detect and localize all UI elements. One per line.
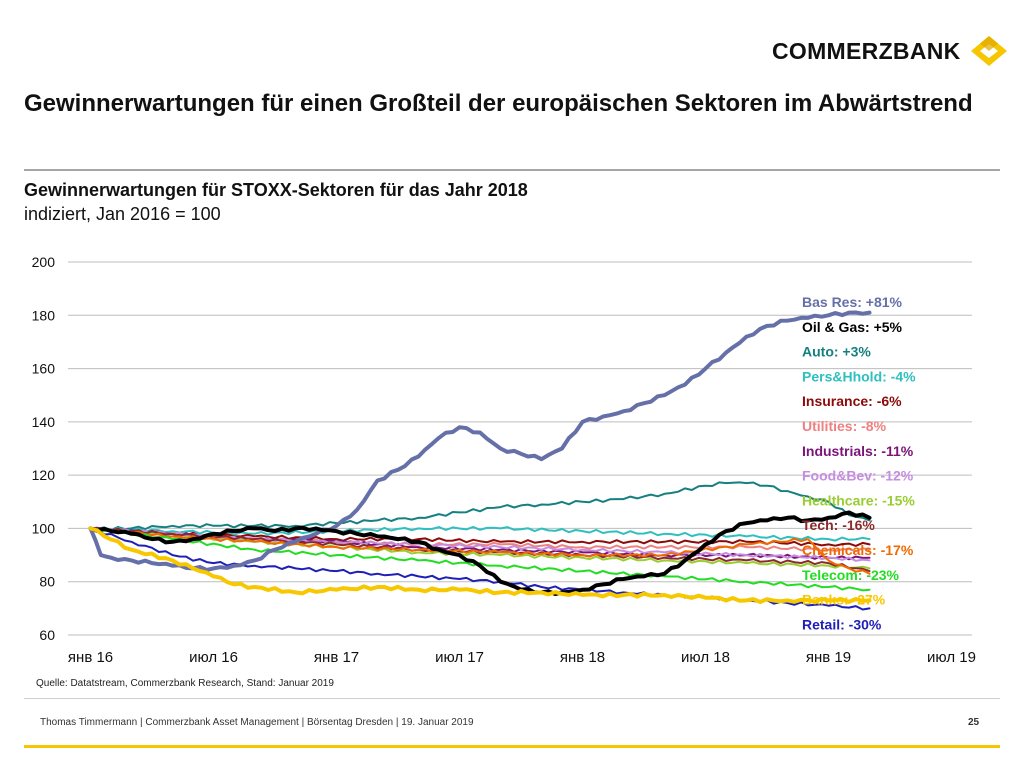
slide-title: Gewinnerwartungen für einen Großteil der…	[24, 90, 973, 117]
series-label: Tech: -16%	[802, 517, 875, 533]
commerzbank-ribbon-icon	[970, 36, 1007, 66]
page-number: 25	[968, 717, 980, 728]
series-label: Pers&Hhold: -4%	[802, 368, 916, 384]
x-tick-label: июл 18	[681, 649, 730, 666]
x-tick-label: янв 16	[68, 649, 113, 666]
x-tick-label: июл 17	[435, 649, 484, 666]
series-line-telecom	[89, 527, 871, 592]
commerzbank-logo: COMMERZBANK	[772, 34, 1009, 68]
source-note: Quelle: Datatstream, Commerzbank Researc…	[36, 678, 334, 689]
y-tick-label: 60	[39, 627, 55, 643]
x-tick-label: янв 18	[560, 649, 605, 666]
y-tick-label: 100	[32, 520, 56, 536]
series-label: Chemicals: -17%	[802, 542, 914, 558]
series-label: Utilities: -8%	[802, 418, 887, 434]
series-label: Food&Bev: -12%	[802, 468, 914, 484]
series-line-tech	[89, 527, 871, 573]
series-label: Telecom: -23%	[802, 567, 900, 583]
series-label: Healthcare: -15%	[802, 492, 915, 508]
y-tick-label: 180	[32, 307, 56, 323]
chart-subtitle: indiziert, Jan 2016 = 100	[24, 204, 221, 224]
footer-text: Thomas Timmermann | Commerzbank Asset Ma…	[40, 717, 474, 728]
chart-title: Gewinnerwartungen für STOXX-Sektoren für…	[24, 180, 528, 200]
series-label: Auto: +3%	[802, 344, 871, 360]
series-label: Oil & Gas: +5%	[802, 319, 903, 335]
y-tick-label: 160	[32, 361, 56, 377]
series-lines	[88, 310, 872, 611]
brand-name: COMMERZBANK	[772, 37, 961, 64]
y-tick-label: 140	[32, 414, 56, 430]
grid-lines	[68, 261, 972, 636]
x-tick-label: янв 17	[314, 649, 359, 666]
y-tick-label: 80	[39, 574, 55, 590]
y-tick-label: 120	[32, 467, 56, 483]
series-line-bas-res	[88, 310, 872, 572]
x-tick-label: июл 16	[189, 649, 238, 666]
footer-accent-bar	[24, 745, 1000, 748]
series-label: Insurance: -6%	[802, 393, 902, 409]
title-divider	[24, 169, 1000, 171]
series-label: Industrials: -11%	[802, 443, 914, 459]
series-line-banks	[88, 526, 872, 604]
x-tick-label: янв 19	[806, 649, 851, 666]
series-label: Banks: -27%	[802, 592, 886, 608]
series-line-auto	[89, 481, 871, 531]
series-line-chemicals	[89, 527, 871, 575]
series-line-food-bev	[89, 527, 871, 562]
series-label: Retail: -30%	[802, 616, 882, 632]
series-line-healthcare	[89, 527, 871, 570]
y-axis-ticks: 60 80 100 120 140 160 180 200	[32, 254, 56, 643]
footer-divider	[24, 698, 1000, 746]
x-tick-label: июл 19	[927, 649, 976, 666]
y-tick-label: 200	[32, 254, 56, 270]
series-line-oil-gas	[88, 510, 872, 596]
series-label: Bas Res: +81%	[802, 294, 903, 310]
series-labels: Bas Res: +81% Oil & Gas: +5% Auto: +3% Pers…	[802, 294, 916, 632]
x-axis-ticks: янв 16 июл 16 янв 17 июл 17 янв 18 июл 18 янв …	[68, 649, 976, 666]
